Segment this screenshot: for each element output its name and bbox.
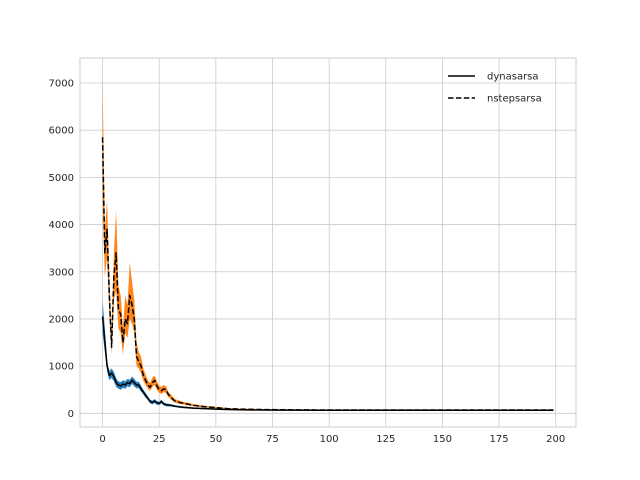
plot-background bbox=[80, 58, 576, 427]
x-tick-labels: 0 25 50 75 100 125 150 175 200 bbox=[99, 434, 565, 445]
series-lines bbox=[101, 137, 554, 411]
plot-frame bbox=[79, 57, 577, 428]
y-tick-label: 3000 bbox=[49, 267, 74, 278]
y-tick-labels: 0 1000 2000 3000 4000 5000 6000 7000 bbox=[49, 79, 74, 420]
x-tick-label: 175 bbox=[490, 434, 509, 445]
y-gridlines bbox=[80, 82, 576, 414]
y-tick-label: 7000 bbox=[49, 79, 74, 90]
series-line-dynasarsa bbox=[101, 316, 554, 411]
y-tick-label: 2000 bbox=[49, 314, 74, 325]
x-tick-label: 25 bbox=[153, 434, 166, 445]
y-tick-label: 1000 bbox=[49, 362, 74, 373]
legend-label: nstepsarsa bbox=[487, 94, 542, 105]
y-tick-label: 0 bbox=[68, 409, 74, 420]
x-tick-label: 200 bbox=[546, 434, 565, 445]
x-tick-label: 0 bbox=[99, 434, 105, 445]
x-tick-label: 125 bbox=[376, 434, 395, 445]
series-line-nstepsarsa bbox=[101, 137, 554, 411]
band-dynasarsa bbox=[102, 300, 554, 411]
x-tick-label: 50 bbox=[209, 434, 222, 445]
y-tick-label: 6000 bbox=[49, 126, 74, 137]
confidence-bands bbox=[102, 78, 554, 411]
y-tick-label: 5000 bbox=[49, 173, 74, 184]
x-tick-label: 150 bbox=[433, 434, 452, 445]
x-gridlines bbox=[102, 58, 557, 427]
x-tick-label: 100 bbox=[320, 434, 339, 445]
legend-label: dynasarsa bbox=[487, 72, 539, 83]
legend: dynasarsa nstepsarsa bbox=[448, 72, 542, 105]
y-tick-label: 4000 bbox=[49, 220, 74, 231]
x-tick-label: 75 bbox=[266, 434, 279, 445]
